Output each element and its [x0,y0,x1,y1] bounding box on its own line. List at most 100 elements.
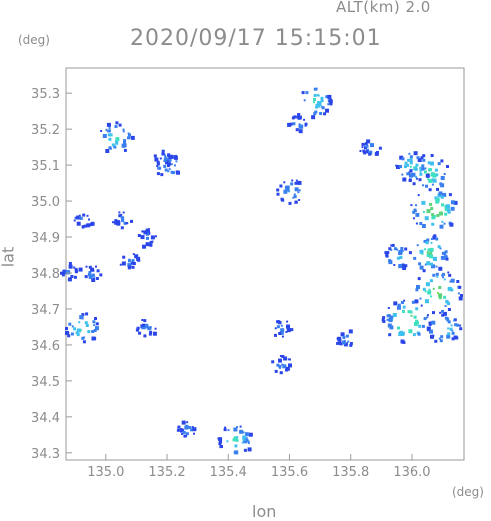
echo-pixel [143,230,148,235]
echo-pixel [291,179,294,182]
echo-pixel [298,124,303,129]
echo-pixel [411,172,416,177]
echo-pixel [128,259,131,263]
echo-pixel [79,315,84,320]
echo-pixel [116,220,121,225]
echo-pixel [363,151,367,155]
echo-pixel [247,440,250,443]
echo-pixel [280,371,283,374]
echo-pixel [441,309,444,313]
echo-pixel [444,250,448,254]
echo-pixel [413,151,418,156]
echo-pixel [425,241,429,245]
tick-layer: 135.0 135.2 135.4 135.6 135.8 136.0 35.3 35.2 35… [31,87,431,480]
echo-pixel [341,340,346,345]
echo-pixel [386,251,390,255]
echo-pixel [100,130,103,132]
echo-pixel [115,141,119,145]
echo-pixel [173,155,178,160]
echo-pixel [241,441,244,444]
echo-cell [73,213,95,229]
echo-pixel [167,164,170,168]
echo-pixel [392,313,397,317]
echo-pixel [175,160,178,163]
echo-pixel [421,253,424,255]
echo-pixel [443,278,446,281]
echo-pixel [433,234,437,238]
echo-pixel [236,436,239,439]
echo-pixel [279,366,281,369]
echo-pixel [439,224,444,229]
echo-pixel [420,304,423,307]
echo-pixel [123,140,126,144]
echo-pixel [404,247,408,251]
echo-pixel [303,99,306,102]
echo-pixel [428,322,432,326]
echo-pixel [450,206,455,211]
echo-pixel [420,156,424,160]
echo-pixel [170,170,174,174]
echo-pixel [184,425,189,430]
echo-pixel [410,314,413,317]
echo-pixel [226,440,229,443]
echo-pixel [305,91,309,95]
echo-pixel [421,164,425,168]
echo-pixel [387,323,392,328]
echo-pixel [105,149,110,153]
echo-pixel [159,157,162,160]
echo-pixel [141,323,145,327]
echo-pixel [439,211,443,216]
echo-pixel [79,329,82,332]
echo-pixel [133,262,136,265]
echo-pixel [384,251,388,255]
echo-pixel [424,248,427,251]
echo-pixel [177,425,181,429]
echo-pixel [459,327,463,331]
echo-pixel [419,222,423,225]
echo-pixel [127,263,132,268]
echo-pixel [429,254,433,259]
echo-pixel [444,316,448,320]
echo-pixel [276,363,280,367]
echo-pixel [120,226,124,230]
echo-cell [119,253,141,270]
echo-pixel [444,255,448,259]
echo-pixel [450,324,453,327]
echo-cell [60,262,83,282]
echo-pixel [193,432,195,435]
echo-pixel [389,315,394,320]
echo-pixel [398,250,403,254]
echo-pixel [135,328,139,332]
lat-unit-label: (deg) [18,33,50,47]
echo-pixel [242,435,247,440]
echo-pixel [279,184,283,188]
echo-pixel [122,255,126,259]
echo-pixel [121,216,125,220]
echo-pixel [295,179,298,182]
echo-pixel [426,261,431,266]
echo-pixel [274,333,277,337]
echo-pixel [413,167,417,171]
echo-pixel [416,156,420,160]
echo-cell [276,179,302,205]
echo-pixel [295,128,299,132]
echo-pixel [315,87,318,90]
echo-cell [135,319,157,338]
echo-pixel [248,432,253,437]
echo-pixel [247,442,250,445]
echo-pixel [430,154,434,157]
echo-pixel [76,215,81,220]
echo-pixel [450,288,454,292]
echo-pixel [234,450,239,455]
echo-pixel [438,286,442,289]
echo-pixel [88,271,92,275]
y-tick-label: 34.8 [31,267,60,282]
echo-pixel [424,290,427,293]
echo-cell [395,151,430,182]
echo-pixel [400,301,404,304]
echo-pixel [156,165,159,167]
echo-pixel [90,267,95,272]
echo-pixel [411,300,415,304]
echo-pixel [401,250,404,252]
echo-pixel [427,248,431,252]
